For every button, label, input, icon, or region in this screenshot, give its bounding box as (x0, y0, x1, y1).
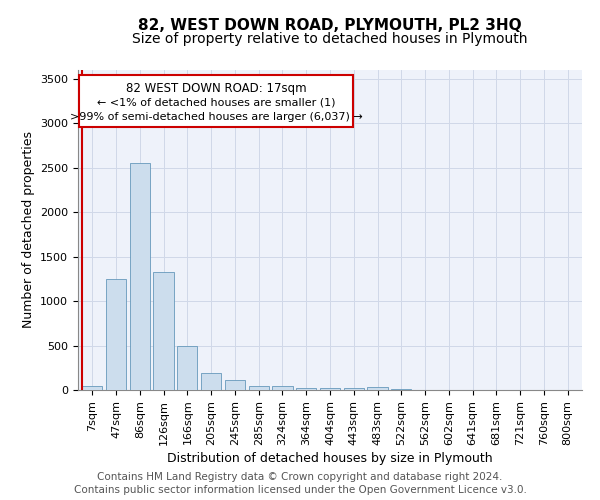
Bar (320, 388, 340, 390)
Bar (272, 386, 293, 390)
Bar (391, 389, 412, 390)
X-axis label: Distribution of detached houses by size in Plymouth: Distribution of detached houses by size … (167, 452, 493, 464)
Text: >99% of semi-detached houses are larger (6,037) →: >99% of semi-detached houses are larger … (70, 112, 362, 122)
Bar (201, 373, 221, 390)
Bar (82, 386, 103, 390)
Y-axis label: Number of detached properties: Number of detached properties (22, 132, 35, 328)
Bar (344, 388, 364, 390)
Bar (248, 386, 269, 390)
Text: 82 WEST DOWN ROAD: 17sqm: 82 WEST DOWN ROAD: 17sqm (125, 82, 306, 94)
Bar (296, 388, 316, 390)
Bar (177, 346, 197, 390)
FancyBboxPatch shape (79, 76, 353, 127)
Bar (225, 380, 245, 390)
Text: Contains HM Land Registry data © Crown copyright and database right 2024.: Contains HM Land Registry data © Crown c… (97, 472, 503, 482)
Bar (106, 279, 126, 390)
Text: Size of property relative to detached houses in Plymouth: Size of property relative to detached ho… (132, 32, 528, 46)
Text: ← <1% of detached houses are smaller (1): ← <1% of detached houses are smaller (1) (97, 97, 335, 107)
Text: Contains public sector information licensed under the Open Government Licence v3: Contains public sector information licen… (74, 485, 526, 495)
Bar (130, 164, 150, 390)
Bar (154, 272, 173, 390)
Text: 82, WEST DOWN ROAD, PLYMOUTH, PL2 3HQ: 82, WEST DOWN ROAD, PLYMOUTH, PL2 3HQ (138, 18, 522, 32)
Bar (367, 388, 388, 390)
